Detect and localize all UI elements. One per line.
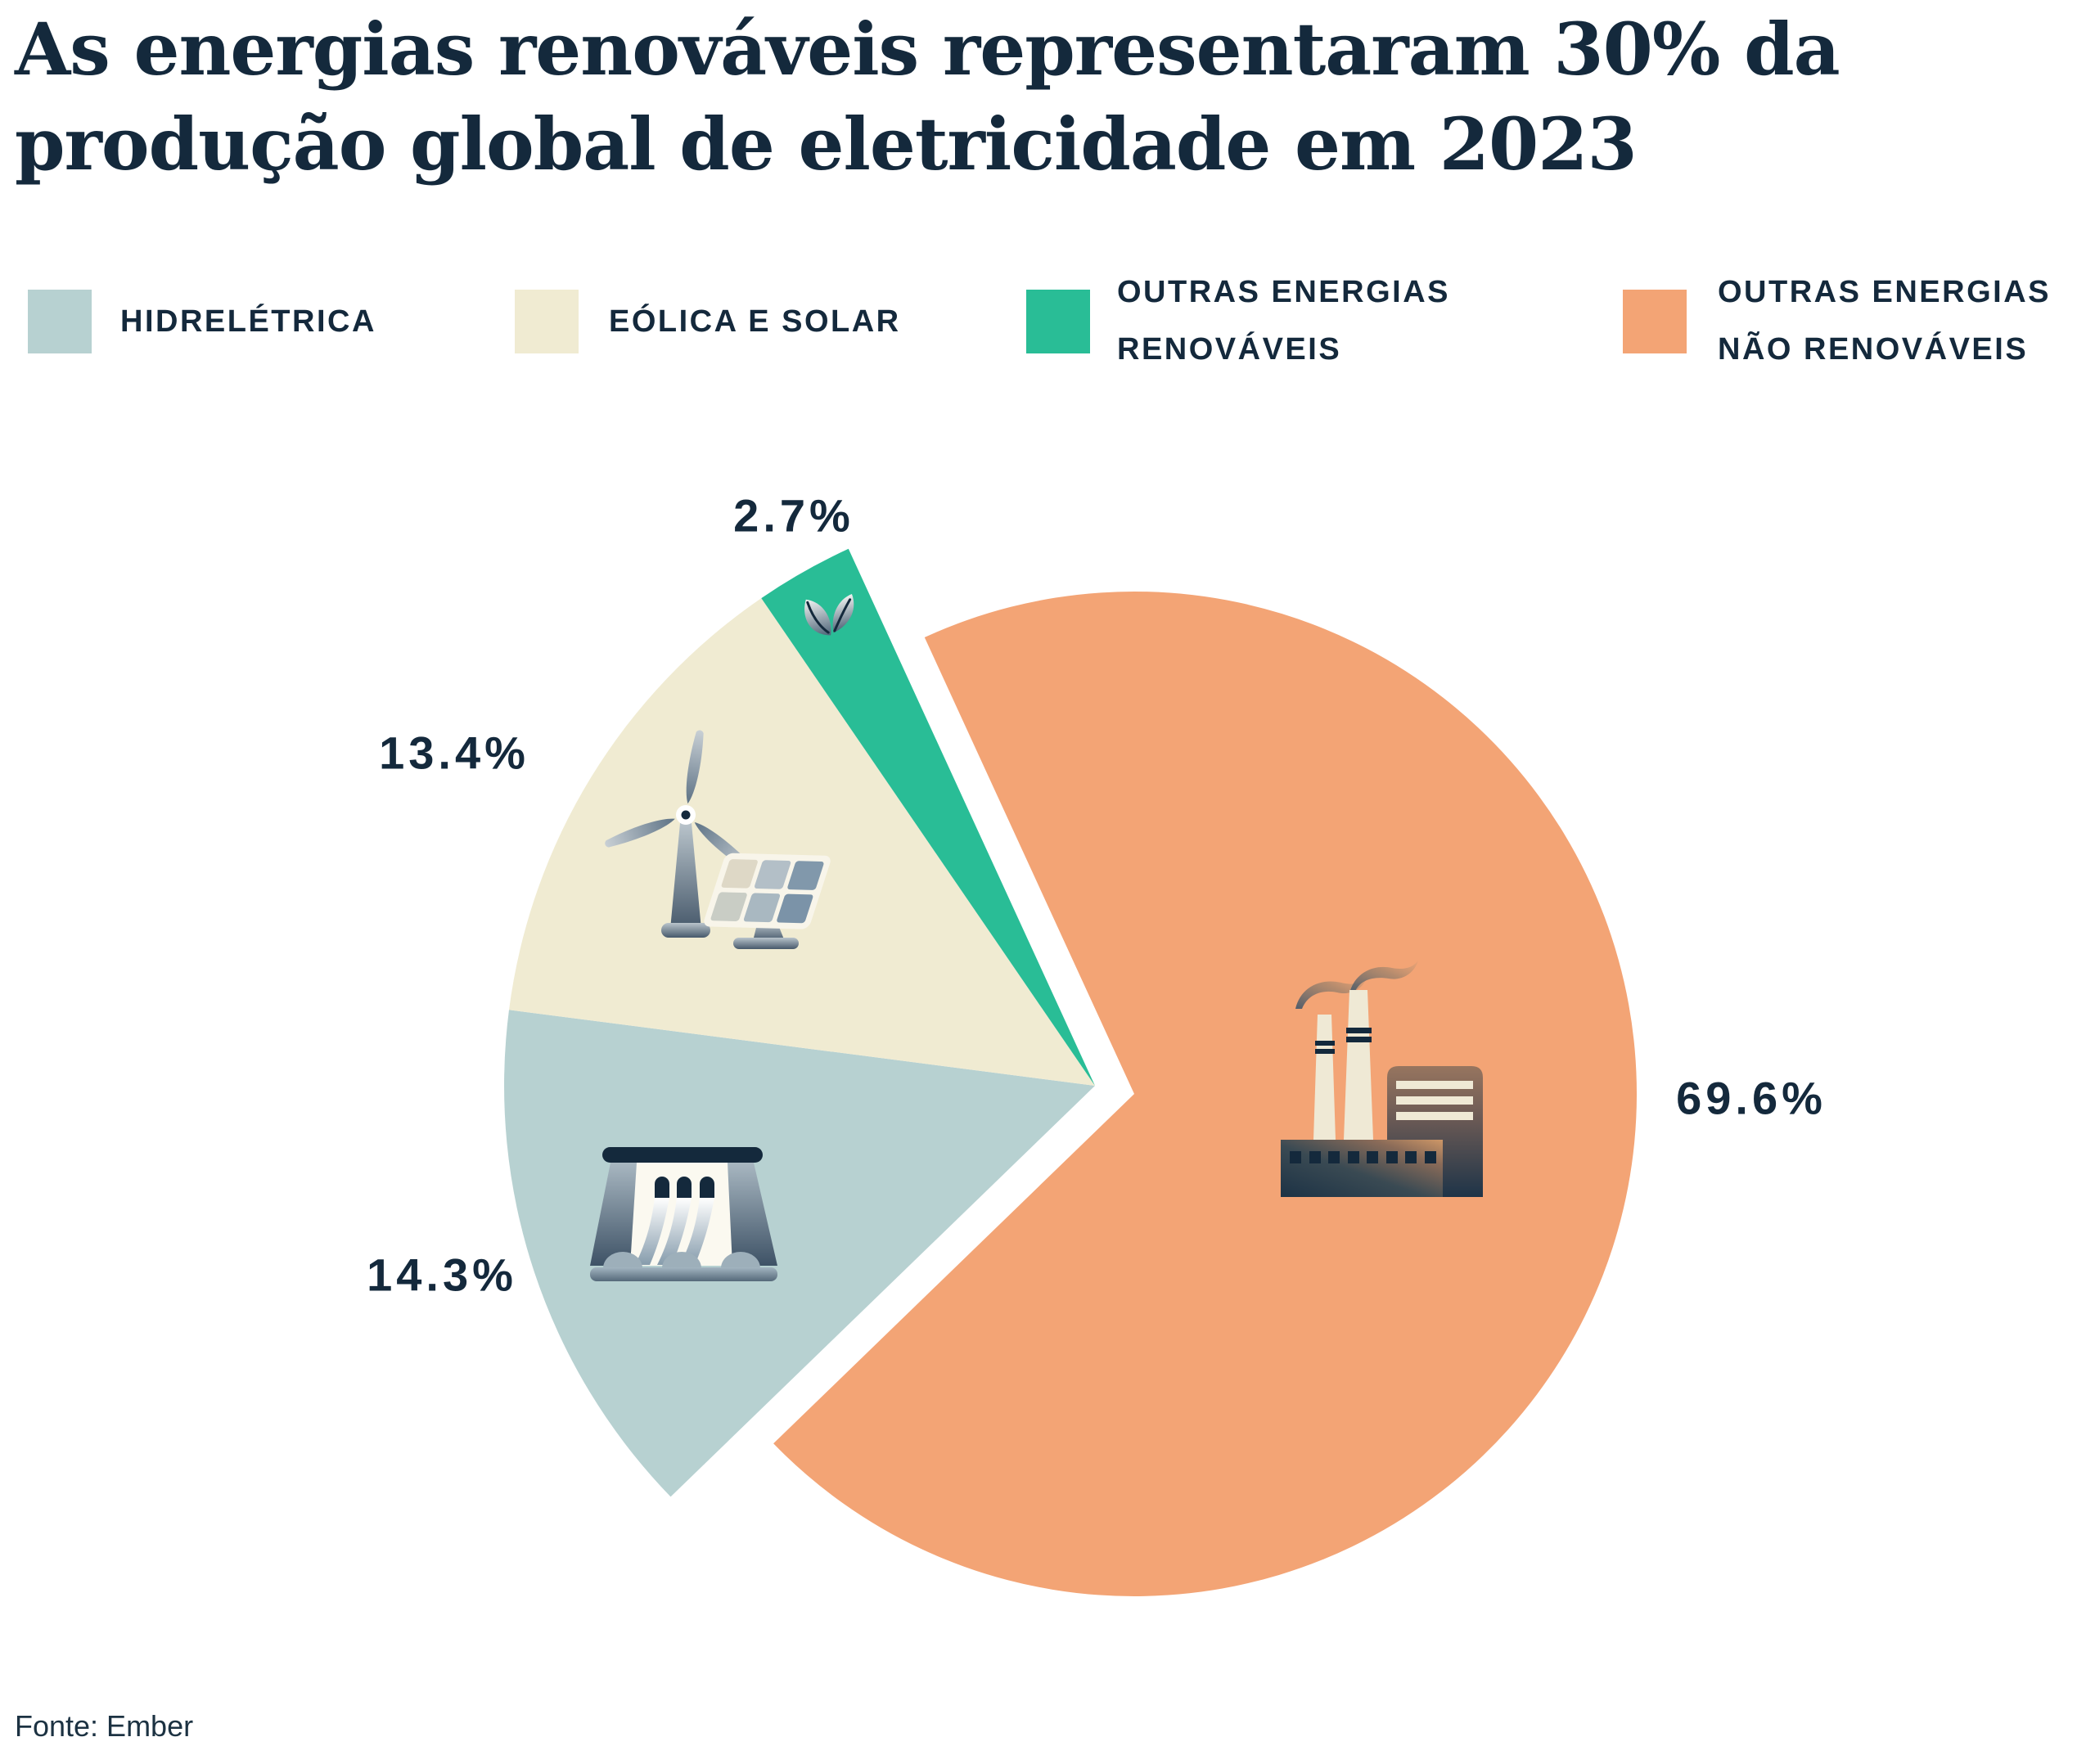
legend-label-hydro: HIDRELÉTRICA [120, 304, 376, 339]
factory-icon [1281, 961, 1483, 1197]
pie-slice-1 [509, 598, 1095, 1086]
legend-swatch-hydro [28, 290, 92, 353]
wind-turbine-icon [603, 729, 755, 938]
slice-label-non-renewables: 69.6% [1676, 1072, 1827, 1124]
pie-slice-3 [773, 591, 1638, 1596]
pie-slices [504, 548, 1638, 1596]
page-title: As energias renováveis representaram 30%… [15, 7, 1840, 187]
pie-slice-0 [504, 1010, 1095, 1497]
slice-label-other-renewables: 2.7% [733, 489, 854, 542]
legend-swatch-wind-solar [515, 290, 579, 353]
solar-panel-icon [704, 853, 831, 949]
source-note: Fonte: Ember [15, 1709, 194, 1743]
legend-swatch-non-renewables [1623, 290, 1687, 353]
pie-slice-2 [761, 548, 1095, 1086]
dam-icon [590, 1147, 777, 1281]
legend-swatch-other-renewables [1026, 290, 1090, 353]
slice-label-hydro: 14.3% [367, 1249, 517, 1301]
slice-label-wind-solar: 13.4% [379, 727, 529, 779]
leaf-icon [804, 593, 854, 636]
legend-label-other-renewables: OUTRAS ENERGIAS RENOVÁVEIS [1117, 275, 1450, 367]
legend-label-non-renewables: OUTRAS ENERGIAS NÃO RENOVÁVEIS [1718, 275, 2051, 367]
legend-label-wind-solar: EÓLICA E SOLAR [609, 304, 901, 339]
